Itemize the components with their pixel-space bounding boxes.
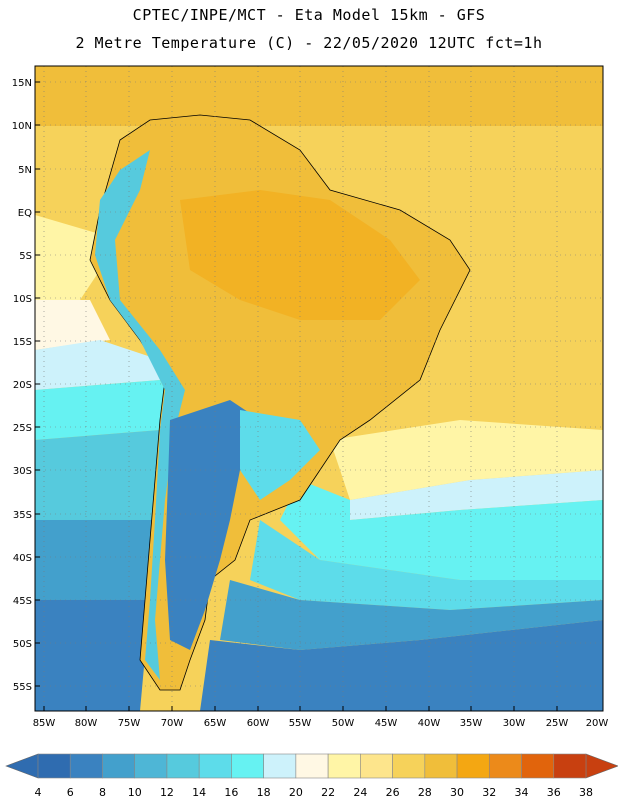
colorbar-label: 20	[289, 786, 303, 799]
lon-label: 85W	[33, 718, 56, 729]
pacific-cyan-band	[35, 380, 170, 440]
atlantic-pale-band	[350, 470, 603, 520]
pampas-cool-area	[240, 410, 320, 500]
pacific-south-band	[35, 600, 150, 711]
pacific-pale-band	[35, 340, 160, 390]
colorbar-swatch	[456, 753, 490, 779]
colorbar-low-arrow	[5, 753, 39, 779]
colorbar-swatch	[360, 753, 393, 779]
lat-label: 15N	[12, 78, 32, 89]
colorbar-label: 38	[579, 786, 593, 799]
colorbar: 4 6 8 10 12 14 16 18 20 22 24 26 28 30 32 34 36 38	[5, 753, 618, 799]
colorbar-label: 8	[99, 786, 106, 799]
lat-label: 45S	[13, 596, 32, 607]
andes-cold-strip	[95, 150, 185, 680]
colorbar-swatch	[263, 753, 297, 779]
colorbar-label: 32	[482, 786, 496, 799]
lat-label: 40S	[13, 553, 32, 564]
lon-label: 30W	[503, 718, 526, 729]
lon-label: 20W	[586, 718, 609, 729]
colorbar-label: 36	[547, 786, 561, 799]
caribbean-band	[35, 66, 603, 126]
lat-label: 5N	[18, 165, 32, 176]
colorbar-label: 28	[418, 786, 432, 799]
atlantic-cyan-band	[280, 480, 603, 580]
lat-label: 55S	[13, 682, 32, 693]
pacific-cream-band	[35, 300, 110, 350]
lat-label: 20S	[13, 380, 32, 391]
colorbar-label: 34	[515, 786, 529, 799]
map-frame	[34, 65, 604, 712]
colorbar-label: 14	[192, 786, 206, 799]
pacific-blue-band	[35, 520, 155, 600]
map-title-line2: 2 Metre Temperature (C) - 22/05/2020 12U…	[75, 34, 543, 52]
colorbar-label: 10	[128, 786, 142, 799]
colorbar-label: 4	[35, 786, 42, 799]
colorbar-label: 6	[67, 786, 74, 799]
colorbar-swatch	[231, 753, 264, 779]
lon-label: 55W	[289, 718, 312, 729]
patagonia-cold-area	[165, 400, 260, 650]
pacific-teal-band	[35, 430, 160, 520]
lon-label: 45W	[375, 718, 398, 729]
atlantic-yellow-band	[330, 420, 603, 500]
colorbar-swatch	[553, 753, 587, 779]
map-title-line1: CPTEC/INPE/MCT - Eta Model 15km - GFS	[132, 6, 486, 24]
colorbar-label: 26	[386, 786, 400, 799]
lon-label: 35W	[460, 718, 483, 729]
lat-label: 25S	[13, 423, 32, 434]
colorbar-label: 24	[353, 786, 367, 799]
map-field	[35, 66, 603, 711]
colorbar-swatch	[392, 753, 426, 779]
colorbar-swatch	[166, 753, 200, 779]
colorbar-label: 12	[160, 786, 174, 799]
lon-label: 70W	[161, 718, 184, 729]
colorbar-swatch	[295, 753, 329, 779]
colorbar-swatch	[327, 753, 361, 779]
lon-label: 65W	[204, 718, 227, 729]
atlantic-south-band	[200, 620, 603, 711]
lon-label: 60W	[247, 718, 270, 729]
lon-label: 25W	[546, 718, 569, 729]
latitude-axis: 15N 10N 5N EQ 5S 10S 15S 20S 25S 30S 35S…	[12, 78, 40, 693]
lat-label: 15S	[13, 337, 32, 348]
longitude-axis: 85W 80W 75W 70W 65W 60W 55W 50W 45W 40W …	[33, 706, 609, 729]
colorbar-swatch	[69, 753, 103, 779]
colorbar-swatch	[521, 753, 555, 779]
lat-label: 5S	[19, 251, 32, 262]
colorbar-swatch	[102, 753, 136, 779]
lon-label: 50W	[332, 718, 355, 729]
colorbar-high-arrow	[585, 753, 618, 779]
lat-label: 10S	[13, 294, 32, 305]
colorbar-swatch	[198, 753, 232, 779]
colorbar-swatch	[37, 753, 71, 779]
colorbar-swatch	[134, 753, 168, 779]
lon-label: 80W	[75, 718, 98, 729]
lat-label: 30S	[13, 466, 32, 477]
colorbar-swatch	[424, 753, 458, 779]
lat-label: 35S	[13, 510, 32, 521]
colorbar-label: 22	[321, 786, 335, 799]
lat-label: EQ	[18, 208, 32, 219]
atlantic-teal-band	[250, 520, 603, 610]
colorbar-label: 16	[224, 786, 238, 799]
atlantic-blue-band	[220, 580, 603, 650]
lat-label: 10N	[12, 121, 32, 132]
lat-label: 50S	[13, 639, 32, 650]
lon-label: 75W	[118, 718, 141, 729]
colorbar-swatch	[488, 753, 522, 779]
colorbar-label: 30	[450, 786, 464, 799]
colorbar-label: 18	[257, 786, 271, 799]
lon-label: 40W	[418, 718, 441, 729]
